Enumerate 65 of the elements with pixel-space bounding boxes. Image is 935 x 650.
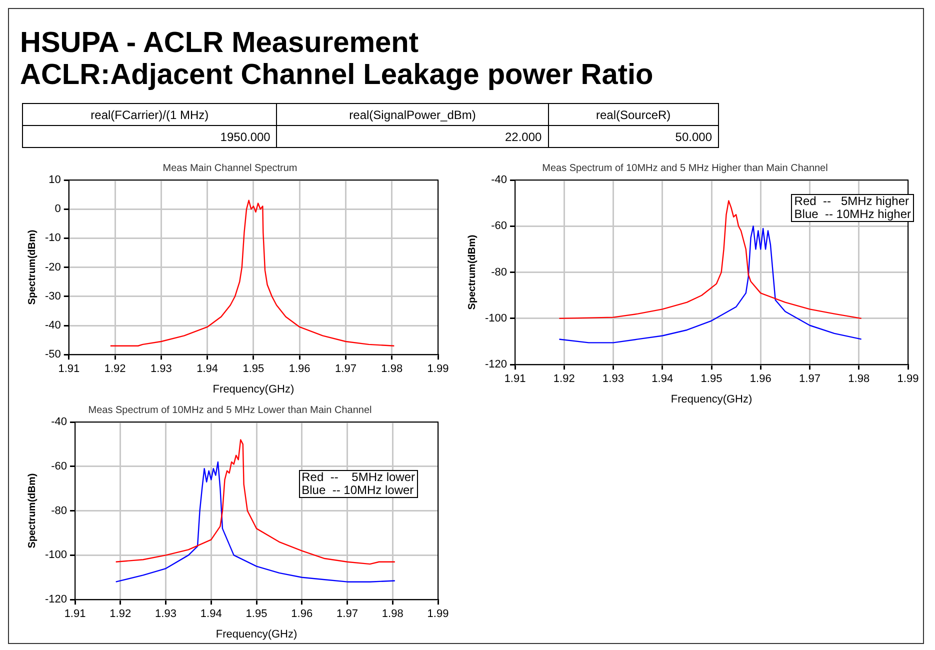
text: 1950.000 — [22, 126, 277, 148]
text: real(SignalPower_dBm) — [276, 104, 548, 126]
y-tick-label: -80 — [491, 266, 508, 278]
x-tick-label: 1.98 — [848, 373, 870, 386]
x-tick-label: 1.97 — [799, 373, 820, 386]
y-tick-label: -10 — [44, 232, 61, 244]
y-tick-label: 10 — [48, 174, 61, 186]
y-tick-label: -20 — [44, 261, 61, 274]
x-tick-label: 1.93 — [150, 363, 172, 376]
y-tick-label: -60 — [491, 220, 508, 232]
annotation: Blue -- 10MHz lower — [302, 483, 415, 497]
y-axis-title: Spectrum(dBm) — [26, 473, 38, 548]
y-tick-label: -30 — [44, 290, 61, 302]
x-tick-label: 1.94 — [652, 373, 674, 386]
x-tick-label: 1.91 — [58, 363, 80, 376]
y-axis-title: Spectrum(dBm) — [466, 234, 478, 310]
x-axis-title: Frequency(GHz) — [216, 628, 298, 640]
x-tick-label: 1.92 — [110, 608, 132, 620]
x-tick-label: 1.95 — [242, 363, 264, 376]
y-tick-label: -40 — [491, 174, 508, 186]
x-tick-label: 1.94 — [200, 608, 222, 620]
annotation: Blue -- 10MHz higher — [794, 207, 911, 221]
x-tick-label: 1.92 — [104, 363, 126, 376]
y-tick-label: -80 — [51, 504, 68, 517]
x-tick-label: 1.96 — [291, 608, 313, 620]
x-axis-title: Frequency(GHz) — [670, 393, 752, 406]
x-tick-label: 1.96 — [288, 363, 310, 376]
y-tick-label: 0 — [54, 203, 61, 216]
x-tick-label: 1.95 — [246, 608, 268, 620]
y-tick-label: -100 — [484, 312, 508, 324]
chart-title: Meas Main Channel Spectrum — [162, 162, 298, 174]
x-tick-label: 1.92 — [553, 373, 575, 386]
x-tick-label: 1.96 — [750, 373, 772, 386]
y-tick-label: -60 — [51, 460, 68, 472]
chart-title: Meas Spectrum of 10MHz and 5 MHz Lower than Main Channel — [88, 404, 372, 416]
text: 22.000 — [276, 126, 548, 148]
x-tick-label: 1.99 — [427, 608, 449, 620]
x-tick-label: 1.97 — [336, 608, 358, 620]
text: ACLR:Adjacent Channel Leakage power Ratio — [20, 59, 654, 91]
y-tick-label: -120 — [44, 594, 68, 606]
x-tick-label: 1.91 — [64, 608, 86, 620]
x-tick-label: 1.98 — [381, 363, 403, 376]
y-tick-label: -40 — [44, 320, 61, 332]
y-tick-label: -40 — [51, 416, 68, 428]
y-tick-label: -100 — [44, 549, 68, 562]
chart-title: Meas Spectrum of 10MHz and 5 MHz Higher than Main Channel — [542, 162, 828, 174]
x-tick-label: 1.99 — [427, 363, 449, 376]
x-tick-label: 1.99 — [897, 373, 919, 386]
text: HSUPA - ACLR Measurement — [20, 27, 419, 59]
y-tick-label: -120 — [484, 358, 508, 371]
x-tick-label: 1.98 — [382, 608, 404, 620]
x-tick-label: 1.94 — [196, 363, 218, 376]
x-tick-label: 1.97 — [335, 363, 356, 376]
text: real(FCarrier)/(1 MHz) — [22, 104, 277, 126]
x-tick-label: 1.93 — [155, 608, 176, 620]
text: 50.000 — [548, 126, 718, 148]
x-tick-label: 1.95 — [700, 373, 722, 386]
y-tick-label: -50 — [44, 348, 61, 361]
text: real(SourceR) — [548, 104, 718, 126]
y-axis-title: Spectrum(dBm) — [26, 230, 38, 305]
x-tick-label: 1.93 — [602, 373, 624, 386]
annotation: Red -- 5MHz higher — [794, 194, 910, 208]
annotation: Red -- 5MHz lower — [302, 470, 415, 484]
x-axis-title: Frequency(GHz) — [212, 383, 294, 396]
x-tick-label: 1.91 — [504, 373, 526, 386]
